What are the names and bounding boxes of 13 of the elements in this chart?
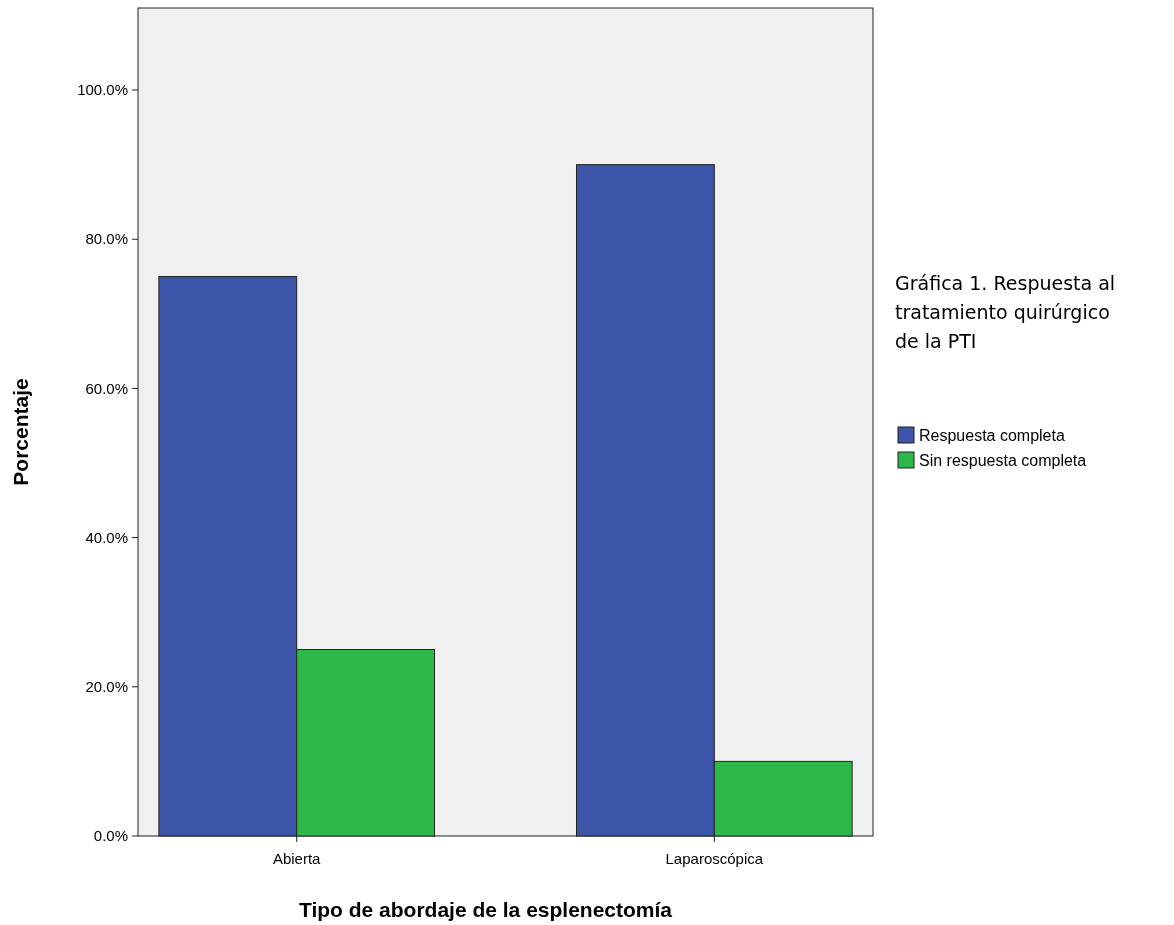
y-tick-label: 100.0% — [77, 81, 128, 99]
y-tick-label: 0.0% — [93, 827, 128, 845]
y-tick-label: 60.0% — [85, 379, 128, 397]
legend-label: Respuesta completa — [919, 427, 1065, 444]
legend-label: Sin respuesta completa — [919, 452, 1087, 469]
y-tick-label: 20.0% — [85, 678, 128, 696]
x-tick-label: Abierta — [272, 850, 322, 867]
legend-title: Gráfica 1. Respuesta al tratamiento quirúrgico de la PTI — [895, 272, 1116, 352]
y-axis-title: Porcentaje — [9, 378, 32, 486]
x-tick-label: Laparoscópica — [665, 850, 764, 867]
y-tick-label: 40.0% — [85, 528, 128, 546]
x-axis-title: Tipo de abordaje de la esplenectomía — [298, 898, 673, 921]
y-tick-label: 80.0% — [85, 230, 128, 248]
